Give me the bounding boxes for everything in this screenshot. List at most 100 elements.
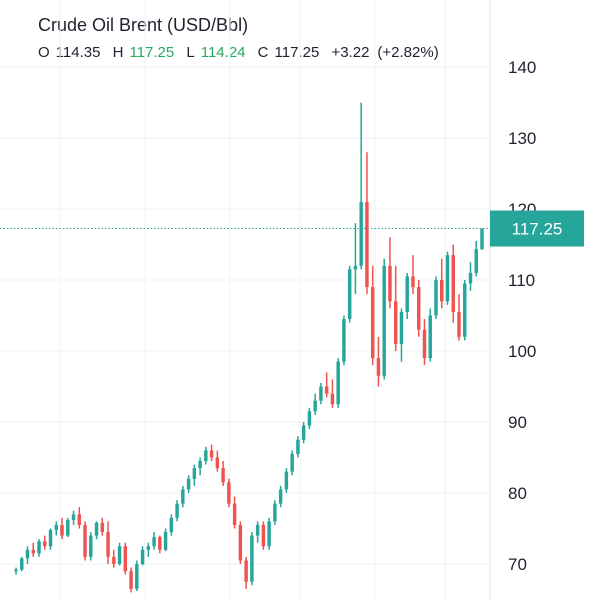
- candle: [445, 251, 450, 305]
- y-tick-label: 130: [508, 129, 536, 148]
- candle: [376, 336, 381, 387]
- candle: [186, 475, 191, 493]
- y-tick-label: 70: [508, 555, 527, 574]
- candle: [422, 319, 427, 366]
- candle: [31, 542, 35, 557]
- candle: [359, 102, 363, 270]
- candle: [123, 542, 128, 575]
- candle: [158, 535, 162, 554]
- candle: [163, 528, 168, 552]
- candle: [89, 532, 93, 561]
- close-key: C: [257, 44, 269, 61]
- candle: [468, 262, 473, 291]
- candle: [434, 276, 438, 320]
- candle: [198, 457, 202, 476]
- candle: [54, 521, 58, 536]
- candle: [411, 255, 415, 295]
- y-tick-label: 110: [508, 271, 535, 290]
- candle: [204, 446, 208, 465]
- candle: [227, 478, 231, 508]
- candle: [267, 517, 271, 550]
- candle: [66, 517, 70, 538]
- candle: [290, 450, 294, 476]
- candle: [192, 464, 197, 486]
- last-price-tag: 117.25: [490, 210, 584, 247]
- candle: [319, 382, 323, 405]
- candle: [480, 228, 484, 250]
- change-value: +3.22: [331, 44, 370, 61]
- high-value: 117.25: [129, 44, 175, 61]
- candle: [14, 567, 18, 575]
- candle: [393, 265, 398, 351]
- candle: [330, 379, 335, 408]
- high-key: H: [112, 44, 124, 61]
- candle: [382, 258, 386, 380]
- candle: [117, 542, 122, 566]
- change-percent: (+2.82%): [377, 44, 439, 61]
- candle: [365, 152, 369, 295]
- y-tick-label: 90: [508, 413, 527, 432]
- candle: [451, 244, 455, 323]
- candle: [37, 539, 41, 557]
- candle: [221, 461, 225, 486]
- candle: [347, 265, 352, 323]
- chart-header: Crude Oil Brent (USD/Bbl) O 114.35 H 117.2…: [38, 14, 447, 62]
- candle: [457, 294, 461, 341]
- candle: [238, 521, 243, 564]
- candle: [284, 468, 289, 493]
- candle: [140, 546, 145, 566]
- candle: [278, 485, 283, 508]
- y-tick-label: 80: [508, 484, 527, 503]
- grid-lines: [0, 0, 490, 600]
- candle: [388, 237, 392, 309]
- candle: [20, 556, 24, 572]
- y-tick-label: 100: [508, 342, 536, 361]
- candle: [261, 521, 266, 550]
- candle: [209, 444, 214, 462]
- candle: [342, 315, 346, 366]
- open-key: O: [38, 44, 50, 61]
- candle: [416, 280, 421, 337]
- candle: [296, 436, 300, 458]
- candle: [77, 507, 82, 529]
- candles: [14, 102, 484, 593]
- candle: [474, 240, 478, 277]
- candle: [428, 308, 432, 362]
- candle: [94, 521, 99, 540]
- candle: [175, 500, 179, 522]
- candle: [146, 542, 151, 557]
- candle: [112, 549, 116, 568]
- candle: [463, 280, 467, 341]
- candle: [301, 422, 306, 444]
- candle: [106, 521, 110, 564]
- ohlc-readout: O 114.35 H 117.25 L 114.24 C 117.25 +3.22 (+2…: [38, 44, 447, 62]
- candle: [336, 358, 340, 408]
- candle: [370, 265, 375, 366]
- close-value: 117.25: [274, 44, 320, 61]
- candle: [399, 308, 404, 362]
- candle: [313, 393, 317, 415]
- candle: [255, 521, 260, 543]
- candle: [324, 372, 329, 398]
- candle: [48, 528, 53, 550]
- candle: [152, 532, 156, 550]
- candle: [250, 532, 254, 586]
- candle: [405, 272, 409, 320]
- low-key: L: [186, 44, 195, 61]
- candle: [273, 500, 277, 525]
- open-value: 114.35: [55, 44, 101, 61]
- candle: [43, 535, 47, 550]
- candle: [440, 258, 444, 309]
- candle: [71, 510, 76, 525]
- candle: [100, 517, 105, 536]
- candle: [129, 567, 133, 593]
- chart-title: Crude Oil Brent (USD/Bbl): [38, 15, 249, 35]
- candle: [60, 517, 64, 540]
- y-tick-label: 140: [508, 58, 536, 77]
- candle: [25, 546, 30, 564]
- candle: [307, 407, 312, 430]
- candle: [181, 485, 185, 508]
- low-value: 114.24: [200, 44, 246, 61]
